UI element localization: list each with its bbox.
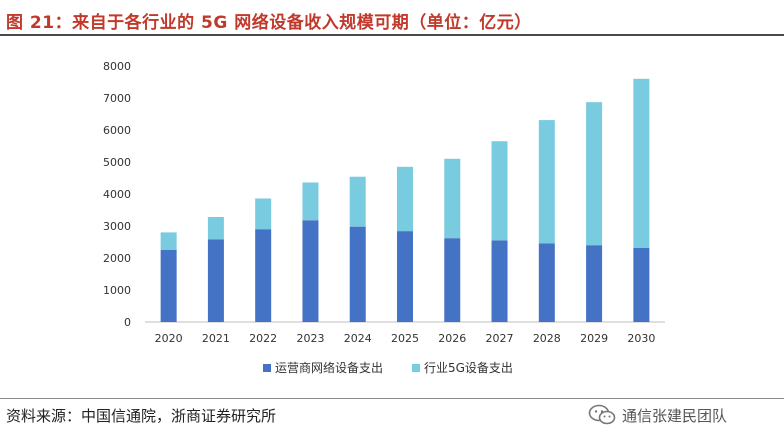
x-tick-label: 2021 <box>202 332 230 345</box>
bar-operator-2023 <box>302 220 319 322</box>
bar-industry-2024 <box>349 176 366 227</box>
y-tick-label: 7000 <box>103 92 131 105</box>
bar-industry-2026 <box>444 158 461 239</box>
y-tick-label: 2000 <box>103 252 131 265</box>
bar-industry-2028 <box>538 120 555 244</box>
legend-swatch-industry <box>412 364 420 372</box>
bar-operator-2025 <box>397 231 413 322</box>
x-tick-label: 2028 <box>533 332 561 345</box>
bar-operator-2028 <box>538 243 555 322</box>
x-tick-label: 2020 <box>155 332 183 345</box>
legend-swatch-operator <box>263 364 271 372</box>
wechat-icon <box>588 404 616 425</box>
x-tick-label: 2030 <box>627 332 655 345</box>
x-tick-label: 2022 <box>249 332 277 345</box>
bar-operator-2024 <box>349 226 366 322</box>
bar-industry-2022 <box>255 198 272 230</box>
bar-industry-2025 <box>397 166 413 232</box>
y-tick-label: 8000 <box>103 60 131 73</box>
bar-operator-2027 <box>491 240 508 322</box>
y-tick-label: 5000 <box>103 156 131 169</box>
x-tick-label: 2023 <box>296 332 324 345</box>
watermark: 通信张建民团队 <box>588 402 727 428</box>
bar-industry-2023 <box>302 182 319 221</box>
bar-operator-2029 <box>586 245 603 322</box>
bar-industry-2027 <box>491 141 508 241</box>
stacked-bar-chart: 0 1000 2000 3000 4000 5000 6000 7000 8000 2020 20… <box>103 60 665 375</box>
y-tick-label: 4000 <box>103 188 131 201</box>
y-tick-label: 3000 <box>103 220 131 233</box>
watermark-text: 通信张建民团队 <box>622 406 728 425</box>
bar-operator-2021 <box>207 239 224 322</box>
x-tick-label: 2026 <box>438 332 466 345</box>
x-tick-label: 2027 <box>486 332 514 345</box>
y-tick-label: 6000 <box>103 124 131 137</box>
title-divider <box>0 34 784 36</box>
legend-label-operator: 运营商网络设备支出 <box>275 360 383 375</box>
x-tick-label: 2025 <box>391 332 419 345</box>
y-tick-label: 0 <box>124 316 131 329</box>
bar-operator-2026 <box>444 238 461 322</box>
legend-label-industry: 行业5G设备支出 <box>424 361 513 375</box>
bar-operator-2030 <box>633 247 650 322</box>
source-divider <box>0 398 784 399</box>
bar-industry-2021 <box>207 217 224 240</box>
bar-operator-2020 <box>160 250 177 322</box>
bar-industry-2029 <box>586 102 603 246</box>
source-note: 资料来源：中国信通院，浙商证券研究所 <box>6 407 277 425</box>
y-tick-label: 1000 <box>103 284 131 297</box>
bar-operator-2022 <box>255 229 272 322</box>
bar-industry-2030 <box>633 78 650 248</box>
figure-title: 图 21：来自于各行业的 5G 网络设备收入规模可期（单位：亿元） <box>6 13 532 33</box>
x-tick-label: 2024 <box>344 332 372 345</box>
x-tick-label: 2029 <box>580 332 608 345</box>
bar-industry-2020 <box>160 232 177 250</box>
